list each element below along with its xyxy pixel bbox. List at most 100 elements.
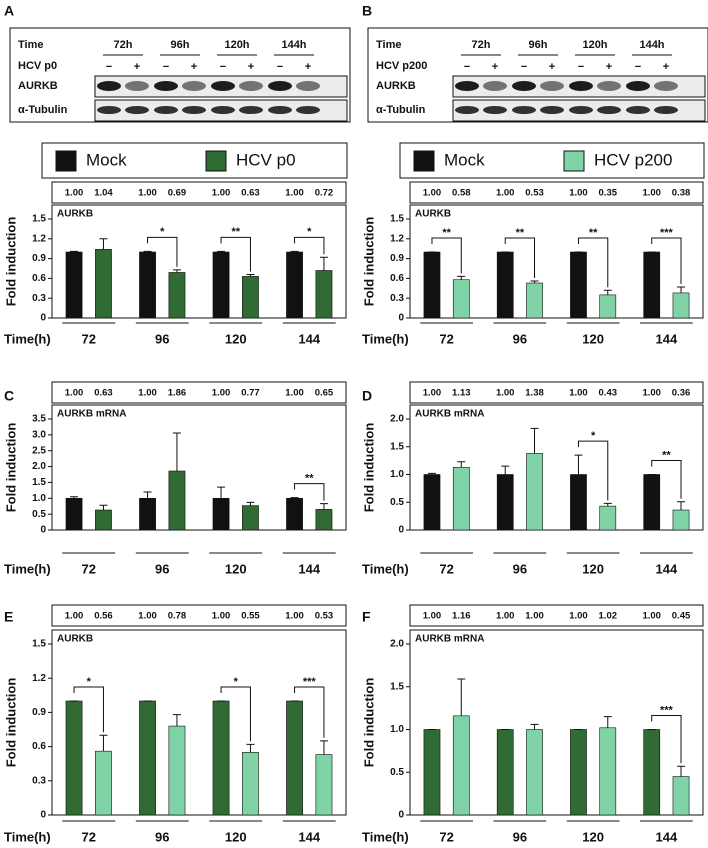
error-bar bbox=[603, 502, 612, 507]
bar bbox=[643, 474, 661, 531]
y-tick-label: 1.0 bbox=[390, 724, 404, 735]
x-tick-label: 120 bbox=[582, 331, 604, 346]
blot-band bbox=[654, 106, 678, 114]
blot-band bbox=[296, 81, 320, 91]
bar bbox=[452, 715, 470, 816]
bar bbox=[423, 729, 441, 816]
y-tick-label: 1.0 bbox=[32, 493, 46, 504]
value-label: 1.00 bbox=[138, 188, 157, 199]
significance-label: * bbox=[591, 430, 596, 442]
bar bbox=[599, 727, 617, 816]
error-bar bbox=[530, 427, 539, 454]
error-bar bbox=[501, 465, 510, 475]
value-row-frame bbox=[51, 381, 347, 404]
blot-sign: − bbox=[464, 61, 470, 73]
value-label: 1.00 bbox=[569, 388, 588, 399]
blot-time: 144h bbox=[639, 39, 664, 51]
value-label: 0.53 bbox=[315, 611, 334, 622]
blot-band bbox=[597, 106, 621, 114]
bar bbox=[599, 505, 617, 531]
error-bar bbox=[99, 504, 108, 511]
bar bbox=[65, 251, 83, 319]
blot-band bbox=[239, 106, 263, 114]
blot-sign: − bbox=[277, 61, 283, 73]
error-bar bbox=[143, 491, 152, 499]
value-label: 0.63 bbox=[241, 188, 260, 199]
value-label: 1.00 bbox=[496, 388, 515, 399]
bar bbox=[139, 251, 156, 319]
y-tick-label: 2.0 bbox=[390, 414, 404, 425]
blot-sign: − bbox=[635, 61, 641, 73]
y-tick-label: 0 bbox=[398, 313, 404, 324]
value-label: 0.55 bbox=[241, 611, 260, 622]
blot-time: 120h bbox=[582, 39, 607, 51]
blot-sign: + bbox=[492, 61, 498, 73]
value-label: 0.38 bbox=[672, 188, 691, 199]
y-axis-label: Fold induction bbox=[361, 678, 376, 768]
significance-bracket bbox=[651, 715, 682, 764]
y-tick-label: 1.5 bbox=[32, 214, 46, 225]
legend-swatch bbox=[55, 150, 77, 172]
y-tick-label: 0 bbox=[398, 810, 404, 821]
error-bar bbox=[530, 280, 539, 284]
error-bar bbox=[217, 486, 226, 499]
significance-bracket bbox=[294, 236, 325, 255]
error-bar bbox=[99, 734, 108, 752]
panel-annotation: AURKB bbox=[57, 634, 93, 645]
value-label: 0.63 bbox=[94, 388, 113, 399]
bar bbox=[242, 276, 259, 319]
value-label: 1.00 bbox=[496, 611, 515, 622]
blot-band bbox=[455, 106, 479, 114]
y-axis-label: Fold induction bbox=[3, 678, 18, 768]
plot-frame bbox=[51, 629, 347, 816]
error-bar bbox=[246, 501, 255, 506]
blot-time: 96h bbox=[529, 39, 548, 51]
bar bbox=[65, 700, 83, 816]
blot-sign: − bbox=[163, 61, 169, 73]
bar bbox=[139, 497, 156, 531]
error-bar bbox=[457, 678, 466, 716]
bar bbox=[526, 729, 543, 816]
significance-label: ** bbox=[516, 227, 525, 239]
value-label: 1.00 bbox=[212, 611, 231, 622]
bar bbox=[286, 251, 303, 319]
value-label: 1.00 bbox=[138, 388, 157, 399]
bar bbox=[242, 505, 259, 531]
error-bar bbox=[457, 461, 466, 468]
bar bbox=[139, 700, 156, 816]
bar bbox=[672, 509, 690, 531]
x-tick-label: 96 bbox=[513, 829, 527, 844]
y-tick-label: 0.6 bbox=[390, 273, 404, 284]
blot-sign: + bbox=[248, 61, 254, 73]
error-bar bbox=[172, 269, 181, 273]
blot-sign: + bbox=[663, 61, 669, 73]
significance-label: ** bbox=[305, 473, 314, 485]
blot-band bbox=[182, 106, 206, 114]
x-tick-label: 72 bbox=[439, 829, 453, 844]
value-label: 1.38 bbox=[525, 388, 544, 399]
blot-band bbox=[125, 106, 149, 114]
error-bar bbox=[290, 250, 299, 252]
value-label: 0.72 bbox=[315, 188, 334, 199]
x-axis-label: Time(h) bbox=[4, 561, 51, 576]
blot-band bbox=[268, 81, 292, 91]
y-axis-label: Fold induction bbox=[3, 217, 18, 307]
bar bbox=[286, 497, 303, 531]
blot-time-label: Time bbox=[18, 39, 43, 51]
blot-sign: − bbox=[578, 61, 584, 73]
bar bbox=[315, 270, 333, 319]
legend-swatch bbox=[413, 150, 435, 172]
error-bar bbox=[143, 250, 152, 252]
significance-label: * bbox=[160, 226, 165, 238]
blot-band bbox=[569, 81, 593, 91]
value-label: 1.86 bbox=[168, 388, 187, 399]
error-bar bbox=[677, 765, 686, 777]
significance-bracket bbox=[220, 236, 251, 272]
error-bar bbox=[99, 238, 108, 250]
x-tick-label: 96 bbox=[513, 561, 527, 576]
y-tick-label: 1.2 bbox=[390, 233, 404, 244]
error-bar bbox=[217, 250, 226, 252]
bar bbox=[286, 700, 303, 816]
value-label: 0.35 bbox=[599, 188, 618, 199]
x-tick-label: 144 bbox=[298, 561, 320, 576]
